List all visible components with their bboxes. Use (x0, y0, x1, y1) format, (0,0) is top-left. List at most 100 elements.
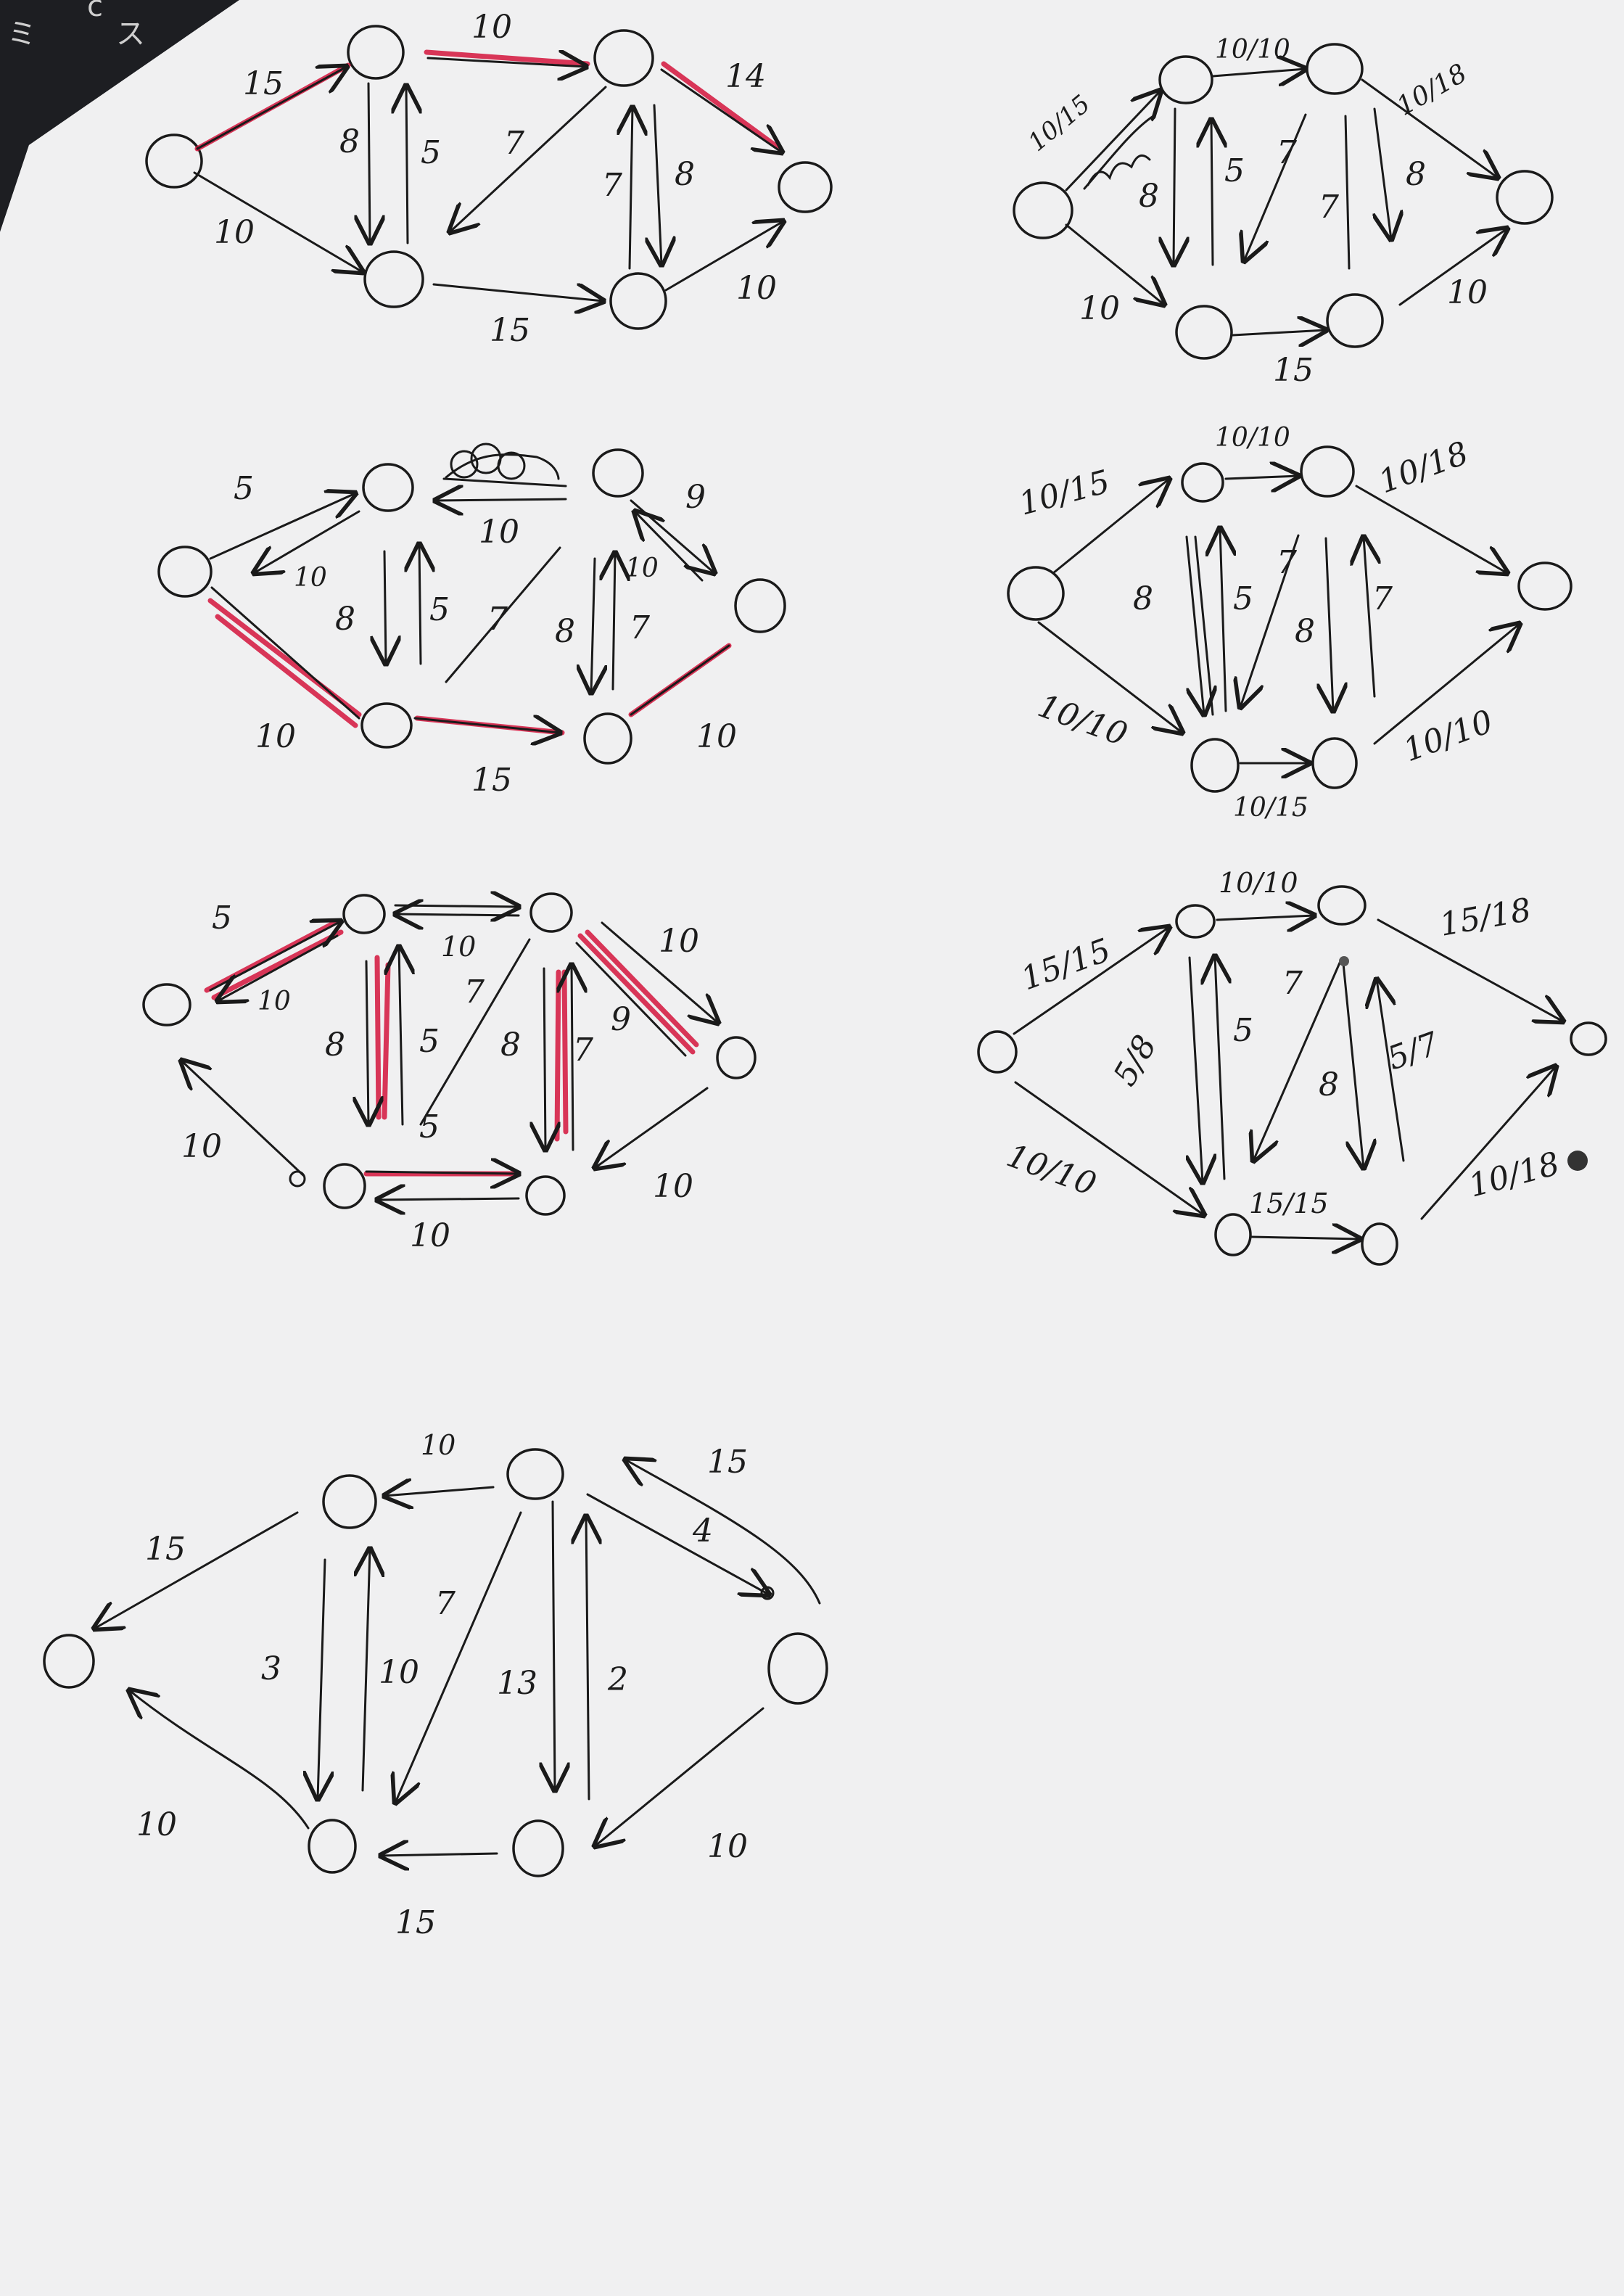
edge-label: 10 (421, 1429, 456, 1461)
edge-label: 2 (607, 1661, 628, 1698)
scribble (1087, 154, 1151, 186)
edge (419, 938, 531, 1126)
edge (1190, 956, 1203, 1182)
edge (1240, 534, 1300, 707)
augmenting-path (554, 969, 561, 1142)
edge (1344, 115, 1351, 270)
edge (1215, 956, 1224, 1180)
edge (1253, 960, 1342, 1161)
edge (432, 284, 603, 301)
edge-label: 8 (1406, 156, 1426, 193)
edge (553, 1500, 555, 1790)
corner-glyph: c (87, 0, 103, 23)
edge-label: 4 (692, 1513, 713, 1550)
edge (395, 1511, 522, 1803)
edge (601, 921, 718, 1023)
scribble (1339, 956, 1349, 966)
edge (586, 1493, 769, 1595)
edge (1211, 69, 1306, 76)
edge-label: 8 (1133, 580, 1153, 617)
flow-network-diagram-5: 5 10 10 10 8 5 7 8 7 9 5 10 10 10 (142, 894, 757, 1254)
edge (193, 171, 363, 272)
edge (384, 1487, 495, 1496)
edge-label: 10 (625, 554, 659, 583)
edge-label: 10 (653, 1168, 693, 1205)
edge-label: 7 (464, 974, 485, 1011)
edge-label: 10 (736, 270, 777, 307)
edge (254, 510, 360, 573)
edge-label: 10 (257, 987, 291, 1016)
edge-label: 10 (379, 1654, 419, 1691)
node-sink (1570, 1021, 1607, 1056)
edge (399, 947, 403, 1126)
edge (625, 1460, 821, 1605)
edge-label: 10 (255, 718, 296, 755)
edge (209, 493, 355, 560)
edge (318, 1558, 325, 1799)
edge-label: 8 (1139, 178, 1159, 215)
edge-label: 5 (1233, 580, 1253, 617)
edge-label: 5 (429, 591, 450, 628)
edge-label: 7 (1372, 580, 1393, 617)
edge (595, 1087, 709, 1168)
edge (595, 1707, 764, 1846)
edge-label: 10 (1447, 274, 1488, 311)
edge (1355, 485, 1507, 573)
edge-label: 8 (1319, 1066, 1339, 1103)
node (308, 1819, 357, 1874)
node-source (142, 983, 191, 1026)
corner-glyph: ス (116, 17, 145, 51)
augmenting-path (374, 955, 382, 1120)
edge (1361, 78, 1498, 178)
edge-label: 10 (410, 1217, 450, 1254)
edge-label: 10 (214, 214, 255, 251)
edge-label: 8 (1295, 613, 1315, 650)
edge (1232, 330, 1326, 335)
edge-label: 8 (339, 123, 360, 160)
edge (630, 107, 632, 270)
augmenting-path (561, 969, 569, 1135)
node (583, 712, 632, 765)
edge (664, 221, 783, 292)
edge-label: 10/10 (1215, 35, 1290, 65)
edge (368, 82, 370, 243)
node-source (157, 546, 213, 598)
node-sink (716, 1036, 757, 1079)
edge (1364, 537, 1374, 698)
edge (218, 934, 339, 1001)
edge-label: 15 (1273, 352, 1314, 389)
edge-label: 10 (181, 1128, 222, 1165)
node-source (1007, 566, 1065, 621)
edge (435, 499, 567, 501)
edge-label: 15 (707, 1444, 748, 1481)
node-source (1013, 181, 1073, 239)
node-sink (734, 578, 786, 633)
edge-label: 15 (471, 762, 512, 799)
edge (1065, 91, 1161, 192)
scribble (445, 453, 560, 480)
edge (365, 1172, 519, 1174)
edge-label: 8 (555, 613, 575, 650)
edge-label: 10 (707, 1828, 748, 1865)
edge-label: 3 (261, 1650, 281, 1687)
node-sink (778, 161, 833, 213)
edge-label: 15 (395, 1904, 436, 1941)
edge (1377, 918, 1563, 1021)
edge-label: 8 (675, 156, 695, 193)
edge (394, 905, 519, 907)
edge-label: 13 (497, 1665, 537, 1702)
node (1175, 904, 1216, 939)
node (525, 1175, 566, 1216)
edge-label: 14 (725, 58, 766, 95)
edge-label: 5 (1233, 1012, 1253, 1049)
edge-label: 10 (294, 563, 327, 593)
edge (384, 550, 386, 664)
edge (1220, 528, 1226, 712)
edge-label: 5 (421, 134, 441, 171)
edge-label: 5 (1224, 152, 1245, 189)
flow-network-diagram-1: 15 10 14 8 5 7 7 8 10 15 10 (145, 9, 833, 349)
edge-label: 7 (435, 1585, 456, 1622)
node-sink (1517, 561, 1573, 611)
